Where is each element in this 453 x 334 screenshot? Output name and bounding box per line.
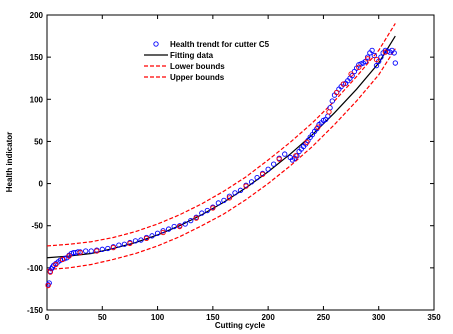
data-point <box>88 248 94 254</box>
data-point <box>378 54 384 60</box>
bound-line <box>46 23 396 247</box>
data-point <box>340 81 346 87</box>
data-point <box>271 161 277 167</box>
x-tick-label: 50 <box>98 313 107 322</box>
data-point <box>199 210 205 216</box>
data-point <box>121 241 128 247</box>
data-point <box>132 238 139 244</box>
data-point <box>138 237 144 243</box>
data-point <box>254 175 260 181</box>
data-point <box>165 226 172 232</box>
data-point <box>45 282 51 289</box>
legend-marker <box>153 41 159 47</box>
plot-area <box>46 14 435 311</box>
data-point <box>226 195 233 201</box>
data-point <box>221 197 227 204</box>
data-point <box>232 190 238 196</box>
data-point <box>171 223 177 230</box>
data-point <box>210 205 216 211</box>
data-point <box>193 215 199 221</box>
y-tick-label: 50 <box>34 137 43 146</box>
y-tick-label: 150 <box>30 53 44 62</box>
data-point <box>154 230 161 236</box>
legend-label: Lower bounds <box>170 62 225 71</box>
data-point <box>182 221 188 227</box>
data-point <box>110 244 116 251</box>
legend-label: Upper bounds <box>170 73 225 82</box>
data-point <box>315 124 321 130</box>
data-point <box>77 250 83 256</box>
data-point <box>334 89 340 96</box>
x-tick-label: 300 <box>372 313 386 322</box>
data-point <box>149 233 155 239</box>
x-tick-label: 100 <box>151 313 165 322</box>
series-markers <box>45 47 398 289</box>
data-point <box>276 156 282 162</box>
data-point <box>99 246 105 252</box>
x-tick-label: 250 <box>317 313 331 322</box>
x-axis-label: Cutting cycle <box>215 321 266 330</box>
data-point <box>373 62 380 69</box>
x-tick-label: 150 <box>206 313 220 322</box>
data-point <box>143 235 150 242</box>
data-point <box>66 253 72 259</box>
data-point <box>94 248 100 254</box>
bound-line <box>46 48 396 271</box>
data-point <box>265 166 271 172</box>
legend-label: Fitting data <box>170 51 214 60</box>
data-point <box>259 171 266 177</box>
data-point <box>46 280 52 286</box>
data-point <box>348 71 354 77</box>
data-point <box>226 193 233 199</box>
data-point <box>326 109 332 115</box>
data-point <box>382 49 388 55</box>
y-tick-label: 0 <box>39 180 44 189</box>
data-point <box>160 228 166 234</box>
x-tick-label: 0 <box>45 313 50 322</box>
data-point <box>116 242 122 248</box>
data-point <box>215 200 222 206</box>
y-tick-label: 100 <box>30 95 44 104</box>
data-point <box>105 245 111 252</box>
data-point <box>373 57 380 63</box>
data-point <box>243 183 249 189</box>
data-point <box>127 240 133 247</box>
data-point <box>293 153 299 159</box>
y-tick-label: -100 <box>27 264 44 273</box>
data-point <box>369 47 375 54</box>
data-point <box>392 60 398 66</box>
data-point <box>371 52 377 59</box>
y-tick-label: -150 <box>27 306 44 315</box>
data-point <box>160 229 166 236</box>
data-point <box>188 218 194 224</box>
y-tick-label: 200 <box>30 11 44 20</box>
data-point <box>59 256 66 263</box>
y-axis-label: Health indicator <box>5 132 14 192</box>
data-point <box>304 139 310 145</box>
data-point <box>83 248 89 254</box>
data-point <box>365 56 371 62</box>
data-point <box>237 187 244 193</box>
data-point <box>356 64 362 70</box>
data-point <box>248 179 255 185</box>
data-point <box>282 151 288 157</box>
data-point <box>329 98 335 104</box>
data-point <box>53 261 59 268</box>
y-tick-label: -50 <box>31 222 43 231</box>
x-tick-label: 350 <box>427 313 441 322</box>
data-point <box>204 207 210 214</box>
axis-ticks: 0 50 100 150 200 250 300 350 -150 -100 -50 0 50 100 15… <box>27 11 441 322</box>
data-point <box>365 54 371 60</box>
x-tick-label: 200 <box>261 313 275 322</box>
data-point <box>177 223 183 230</box>
legend-label: Health trendt for cutter C5 <box>170 40 270 49</box>
data-point <box>47 269 53 275</box>
data-point <box>391 50 397 56</box>
legend: Health trendt for cutter C5 Fitting data L… <box>144 40 270 82</box>
